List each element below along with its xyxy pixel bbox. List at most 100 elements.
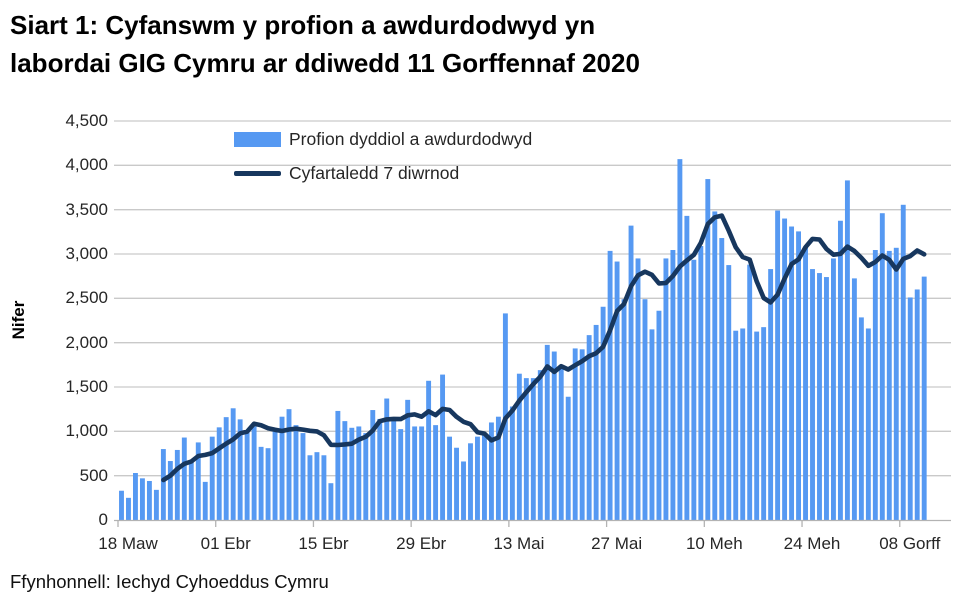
bar-day-3	[133, 473, 138, 520]
bar-day-70	[600, 306, 606, 520]
bar-day-109	[872, 250, 878, 520]
bar-day-52	[475, 436, 480, 520]
bar-day-12	[195, 442, 201, 520]
bar-day-31	[328, 483, 334, 520]
bar-day-68	[586, 335, 592, 520]
x-tick-label-18-maw: 18 Maw	[98, 534, 158, 553]
bar-day-89	[733, 330, 739, 520]
bar-day-72	[614, 261, 620, 520]
bar-day-81	[677, 159, 683, 521]
bar-day-60	[530, 378, 536, 520]
bar-day-43	[412, 426, 418, 520]
seven-day-average-line	[161, 213, 927, 483]
y-tick-label-500: 500	[79, 465, 108, 485]
y-tick-label-2500: 2,500	[65, 288, 108, 308]
bar-day-16	[223, 417, 229, 520]
bar-day-80	[670, 250, 676, 520]
bar-day-116	[921, 276, 927, 520]
bar-day-86	[712, 211, 718, 520]
bar-day-94	[768, 269, 774, 520]
bar-day-77	[649, 329, 655, 520]
bar-day-112	[893, 247, 899, 520]
bar-day-74	[628, 225, 634, 521]
bar-day-19	[244, 430, 250, 520]
bar-day-23	[272, 428, 278, 520]
y-tick-label-3000: 3,000	[65, 244, 108, 263]
x-axis	[114, 519, 951, 527]
bar-day-5	[146, 480, 152, 520]
x-tick-label-08-gorff: 08 Gorff	[879, 534, 941, 553]
bar-day-1	[119, 490, 124, 520]
bar-day-44	[419, 426, 425, 520]
bar-day-65	[565, 396, 571, 520]
bar-day-57	[509, 406, 515, 520]
bar-day-102	[824, 277, 829, 520]
bar-day-48	[447, 436, 452, 520]
y-tick-label-1500: 1,500	[65, 377, 108, 396]
bar-day-29	[314, 452, 320, 520]
bar-day-32	[335, 410, 341, 520]
bar-day-99	[803, 247, 808, 520]
bar-day-2	[126, 497, 131, 520]
bar-day-98	[796, 231, 801, 520]
bar-day-17	[230, 408, 236, 520]
bar-day-78	[656, 310, 662, 520]
chart-title-line1: Siart 1: Cyfanswm y profion a awdurdodwy…	[10, 10, 596, 40]
bar-day-54	[488, 422, 494, 520]
bar-day-87	[719, 238, 725, 521]
bar-day-92	[754, 331, 760, 520]
bar-day-90	[740, 328, 746, 520]
bar-day-45	[426, 380, 432, 520]
bar-day-7	[160, 449, 166, 520]
bar-day-101	[817, 273, 822, 520]
bar-day-49	[454, 447, 459, 520]
legend-item-bars: Profion dyddiol a awdurdodwyd	[234, 129, 532, 150]
bar-day-61	[537, 370, 543, 520]
bar-day-14	[209, 436, 215, 520]
bar-day-93	[761, 327, 767, 520]
bar-day-73	[621, 299, 627, 520]
bar-day-111	[886, 250, 892, 520]
bar-day-62	[544, 344, 550, 520]
bar-day-63	[551, 351, 557, 520]
bar-day-25	[286, 409, 292, 520]
bar-day-6	[153, 489, 159, 520]
x-tick-label-15-ebr: 15 Ebr	[298, 534, 349, 553]
bar-day-34	[349, 427, 355, 520]
x-tick-label-13-mai: 13 Mai	[493, 534, 545, 553]
legend-bar-label: Profion dyddiol a awdurdodwyd	[289, 129, 533, 149]
bar-day-103	[831, 258, 836, 520]
bar-day-50	[461, 461, 466, 520]
bar-day-97	[789, 226, 795, 520]
y-tick-label-4000: 4,000	[65, 155, 108, 175]
x-tick-label-10-meh: 10 Meh	[685, 534, 743, 553]
bar-day-28	[307, 455, 313, 520]
bar-day-88	[726, 265, 732, 520]
bar-day-41	[398, 429, 404, 520]
bar-day-22	[265, 448, 271, 520]
bar-day-39	[384, 398, 390, 520]
bar-day-64	[558, 366, 564, 520]
bar-day-91	[747, 264, 753, 520]
bar-day-75	[635, 258, 641, 520]
bar-day-100	[810, 269, 815, 520]
bar-day-40	[391, 417, 397, 520]
bar-day-47	[440, 374, 446, 520]
legend-line-label: Cyfartaledd 7 diwrnod	[289, 163, 460, 183]
source-note: Ffynhonnell: Iechyd Cyhoeddus Cymru	[10, 571, 329, 592]
bar-day-20	[251, 426, 257, 520]
bar-day-106	[851, 278, 857, 520]
bar-day-27	[300, 433, 306, 520]
bar-day-35	[356, 426, 362, 520]
bar-day-105	[844, 180, 850, 520]
bar-day-95	[775, 210, 781, 520]
bar-day-46	[433, 425, 439, 520]
bar-day-24	[279, 416, 285, 520]
bar-day-79	[663, 258, 669, 520]
bar-day-15	[216, 427, 222, 520]
bar-day-104	[837, 220, 843, 520]
legend-item-line: Cyfartaledd 7 diwrnod	[234, 163, 459, 184]
bar-day-9	[174, 449, 180, 520]
